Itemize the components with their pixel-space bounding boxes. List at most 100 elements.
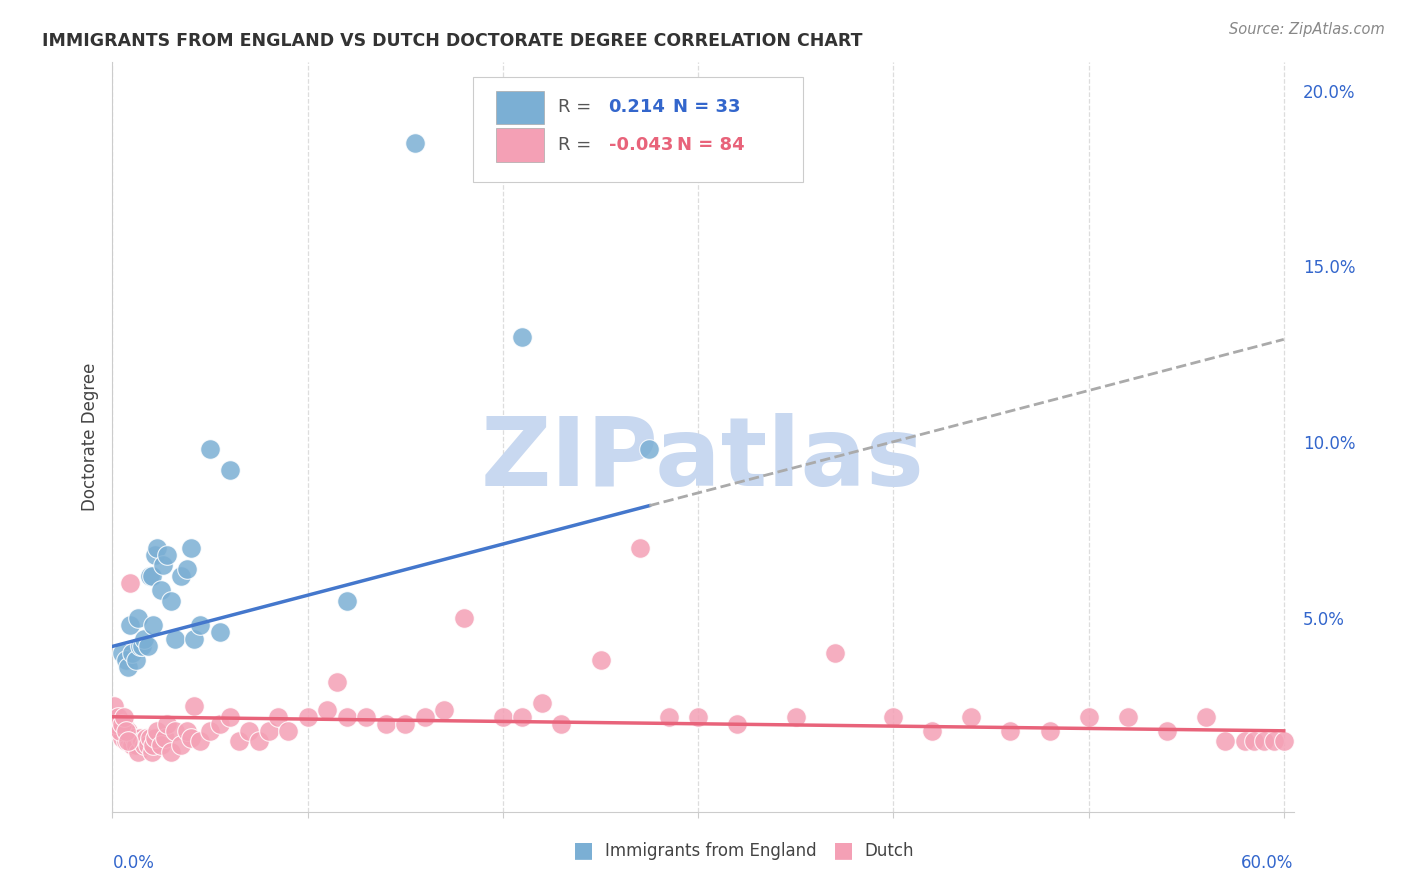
Point [1077, 710, 1099, 724]
Point [413, 710, 436, 724]
Point [183, 699, 205, 714]
Point [247, 734, 270, 748]
FancyBboxPatch shape [472, 78, 803, 182]
Point [156, 716, 179, 731]
Point [115, 653, 138, 667]
Point [170, 569, 193, 583]
Point [146, 541, 169, 555]
Point [512, 330, 534, 344]
Point [135, 731, 157, 745]
Text: Immigrants from England: Immigrants from England [605, 842, 817, 860]
Text: Dutch: Dutch [865, 842, 914, 860]
Point [1253, 734, 1275, 748]
Point [374, 716, 396, 731]
Point [188, 734, 211, 748]
Text: Source: ZipAtlas.com: Source: ZipAtlas.com [1229, 22, 1385, 37]
Point [257, 723, 280, 738]
Point [530, 696, 553, 710]
Point [117, 734, 139, 748]
Point [111, 731, 134, 745]
Point [589, 653, 612, 667]
Point [115, 734, 138, 748]
Point [117, 723, 139, 738]
Text: 60.0%: 60.0% [1241, 854, 1294, 872]
Point [111, 647, 134, 661]
Point [122, 731, 145, 745]
Point [131, 640, 153, 654]
Point [115, 723, 138, 738]
Point [433, 703, 456, 717]
Point [1272, 734, 1295, 748]
Text: R =: R = [558, 98, 596, 116]
Point [238, 723, 260, 738]
Point [118, 734, 141, 748]
Point [176, 723, 198, 738]
Point [107, 710, 129, 724]
Point [218, 463, 240, 477]
Point [208, 625, 231, 640]
Y-axis label: Doctorate Degree: Doctorate Degree [80, 363, 98, 511]
Point [152, 558, 174, 573]
Point [1116, 710, 1139, 724]
Text: ■: ■ [834, 840, 853, 860]
Point [132, 738, 155, 752]
Point [150, 738, 173, 752]
Point [176, 562, 198, 576]
Point [198, 723, 221, 738]
Point [117, 660, 139, 674]
Point [128, 731, 150, 745]
Point [208, 716, 231, 731]
Point [138, 731, 160, 745]
Point [404, 136, 426, 151]
Text: 0.0%: 0.0% [112, 854, 155, 872]
Point [136, 640, 159, 654]
Text: ■: ■ [574, 840, 593, 860]
Point [142, 618, 165, 632]
Text: -0.043: -0.043 [609, 136, 673, 153]
Point [492, 710, 515, 724]
Point [146, 723, 169, 738]
Text: IMMIGRANTS FROM ENGLAND VS DUTCH DOCTORATE DEGREE CORRELATION CHART: IMMIGRANTS FROM ENGLAND VS DUTCH DOCTORA… [42, 32, 862, 50]
Point [180, 541, 202, 555]
Point [882, 710, 904, 724]
Point [336, 593, 359, 607]
Text: ZIPatlas: ZIPatlas [481, 413, 925, 506]
Point [228, 734, 250, 748]
Point [1156, 723, 1178, 738]
Point [1213, 734, 1236, 748]
Point [141, 569, 163, 583]
Point [198, 442, 221, 457]
Point [512, 710, 534, 724]
Point [127, 745, 149, 759]
Point [141, 745, 163, 759]
Point [188, 618, 211, 632]
Point [453, 611, 475, 625]
Point [1000, 723, 1022, 738]
Point [297, 710, 319, 724]
Point [128, 640, 150, 654]
Point [103, 699, 125, 714]
Point [153, 731, 176, 745]
Point [183, 632, 205, 647]
Point [107, 723, 129, 738]
Point [326, 674, 349, 689]
Point [550, 716, 572, 731]
Point [121, 647, 143, 661]
Point [163, 632, 186, 647]
Bar [496, 128, 544, 161]
Point [105, 716, 128, 731]
Text: 0.214: 0.214 [609, 98, 665, 116]
Point [125, 738, 148, 752]
Point [170, 738, 193, 752]
Point [725, 716, 748, 731]
Point [138, 569, 160, 583]
Point [218, 710, 240, 724]
Point [136, 738, 159, 752]
Point [180, 731, 202, 745]
Point [118, 618, 141, 632]
Point [1233, 734, 1256, 748]
Point [160, 745, 183, 759]
Point [824, 647, 846, 661]
Text: N = 84: N = 84 [678, 136, 745, 153]
Point [628, 541, 651, 555]
